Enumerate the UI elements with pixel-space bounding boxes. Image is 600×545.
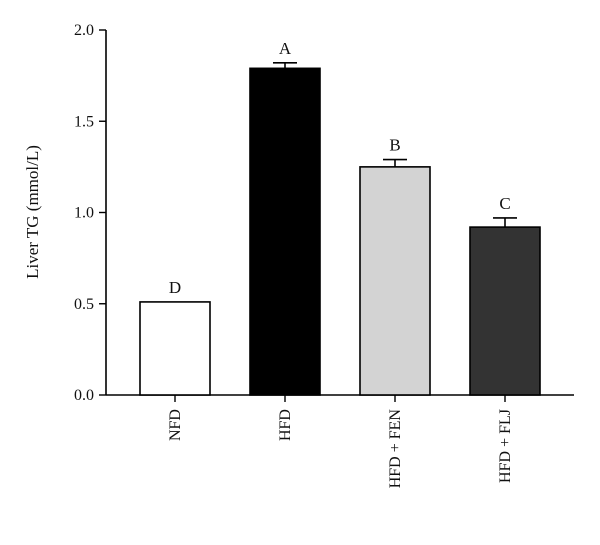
y-axis-label: Liver TG (mmol/L) — [23, 145, 42, 279]
y-tick-label: 2.0 — [74, 22, 94, 39]
x-tick-label: HFD — [277, 409, 294, 441]
bar-hfd-fen — [359, 166, 431, 396]
x-tick-label: HFD + FLJ — [497, 409, 514, 483]
y-tick-label: 0.0 — [74, 387, 94, 404]
significance-label: B — [389, 136, 400, 155]
x-tick-label: HFD + FEN — [387, 409, 404, 489]
significance-label: A — [279, 39, 292, 58]
y-tick-label: 1.5 — [74, 113, 94, 130]
x-tick-label: NFD — [167, 409, 184, 441]
significance-label: C — [499, 194, 510, 213]
bar-hfd-flj — [469, 226, 541, 396]
bar-hfd — [249, 67, 321, 396]
y-tick-label: 1.0 — [74, 205, 94, 222]
y-tick-label: 0.5 — [74, 296, 94, 313]
plot-area: 0.0 0.5 1.0 1.5 2.0 D NFD A HFD B HFD + FEN C HFD + … — [74, 22, 574, 488]
significance-label: D — [169, 278, 181, 297]
bar-nfd — [139, 301, 211, 396]
